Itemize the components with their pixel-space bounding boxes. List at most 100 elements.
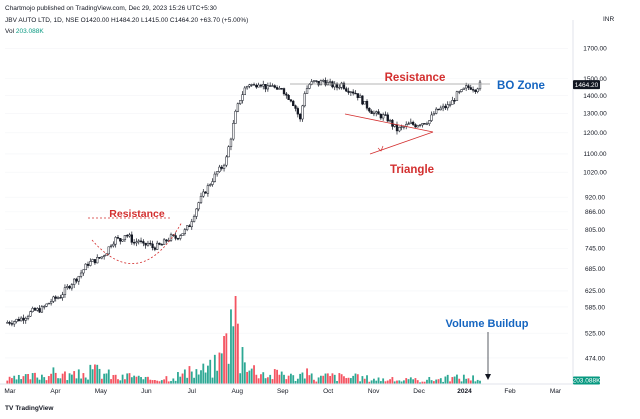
candle-body: [448, 104, 452, 106]
candle-body: [15, 318, 18, 322]
candle-body: [375, 111, 378, 114]
volume-bar: [255, 374, 258, 384]
volume-bar: [61, 373, 64, 384]
volume-bar: [172, 378, 175, 384]
candle-body: [356, 93, 359, 98]
volume-bar: [24, 374, 27, 384]
volume-bar: [363, 378, 366, 384]
candle-body: [52, 296, 55, 302]
candle-body: [96, 257, 99, 264]
candle-body: [421, 123, 424, 126]
candle-body: [478, 81, 482, 90]
volume-bar: [303, 378, 306, 384]
volume-value: 203.088K: [15, 28, 44, 35]
candle-body: [70, 284, 74, 289]
y-tick-label: 1300.00: [583, 111, 607, 118]
volume-bar: [200, 370, 202, 384]
volume-bar: [285, 379, 288, 384]
volume-bar: [435, 379, 438, 384]
volume-bar: [15, 379, 18, 384]
candle-body: [142, 241, 145, 244]
volume-bar: [301, 372, 304, 384]
last-price-label: 1464.20: [575, 82, 599, 89]
volume-bar: [43, 377, 46, 384]
x-tick-label: 2024: [457, 388, 472, 395]
candle-body: [19, 317, 23, 322]
volume-bar: [117, 379, 119, 384]
volume-bar: [137, 375, 140, 384]
candle-body: [430, 114, 433, 121]
volume-bar: [444, 376, 447, 384]
volume-bar: [241, 347, 244, 384]
candle-body: [441, 105, 445, 109]
volume-bar: [276, 369, 278, 384]
volume-bar: [414, 378, 417, 384]
candle-body: [192, 216, 196, 222]
volume-bar: [179, 376, 182, 384]
candle-body: [370, 110, 373, 114]
volume-bar: [313, 379, 315, 384]
candle-body: [43, 306, 46, 308]
volume-bar: [347, 377, 350, 384]
volume-bar: [197, 374, 200, 384]
candle-body: [384, 114, 387, 116]
volume-bar: [458, 378, 461, 384]
volume-bar: [287, 375, 290, 384]
volume-bar: [91, 369, 94, 384]
volume-bar: [177, 372, 179, 384]
volume-line: Vol 203.088K: [5, 28, 44, 35]
volume-bar: [370, 380, 373, 384]
volume-bar: [419, 382, 421, 384]
candle-body: [8, 322, 11, 324]
candle-body: [322, 80, 325, 82]
volume-bar: [317, 377, 320, 384]
candle-body: [179, 235, 182, 239]
volume-bar: [140, 377, 142, 384]
volume-bar: [130, 377, 133, 384]
volume-bar: [453, 376, 456, 384]
volume-bar: [183, 369, 186, 384]
volume-bar: [469, 380, 472, 384]
candle-body: [98, 257, 101, 259]
volume-bar: [430, 380, 433, 384]
candle-body: [294, 105, 297, 109]
candle-body: [79, 272, 83, 277]
volume-bar: [266, 377, 269, 384]
candle-body: [402, 126, 406, 128]
candle-body: [91, 259, 94, 262]
candle-body: [379, 114, 382, 119]
x-tick-label: May: [95, 388, 108, 395]
volume-bar: [216, 370, 219, 384]
volume-bar: [188, 366, 191, 384]
volume-bar: [105, 373, 108, 384]
candle-body: [86, 263, 90, 266]
volume-bar: [384, 381, 387, 384]
candle-body: [349, 91, 353, 93]
volume-bar: [260, 374, 262, 384]
volume-bar: [50, 373, 53, 384]
candle-body: [262, 84, 265, 87]
candle-body: [190, 221, 193, 228]
candle-body: [358, 95, 362, 98]
candle-body: [465, 85, 468, 89]
volume-bar: [170, 381, 172, 384]
volume-bar: [107, 369, 110, 384]
volume-bar: [135, 376, 138, 384]
volume-bar: [234, 296, 237, 384]
volume-bar: [223, 336, 225, 384]
volume-bar: [349, 378, 352, 384]
x-tick-label: Aug: [231, 388, 243, 395]
candle-body: [160, 244, 163, 246]
volume-bar: [227, 363, 230, 384]
symbol-ohlc-line: JBV AUTO LTD, 1D, NSE O1420.00 H1484.20 …: [5, 17, 249, 24]
volume-bar: [34, 372, 36, 384]
candle-body: [121, 239, 124, 242]
volume-bar: [52, 367, 55, 384]
candle-body: [368, 107, 371, 112]
candle-body: [328, 81, 332, 83]
volume-bar: [124, 379, 126, 384]
candle-body: [47, 302, 50, 305]
volume-bar: [8, 376, 11, 384]
volume-bar: [396, 380, 398, 384]
